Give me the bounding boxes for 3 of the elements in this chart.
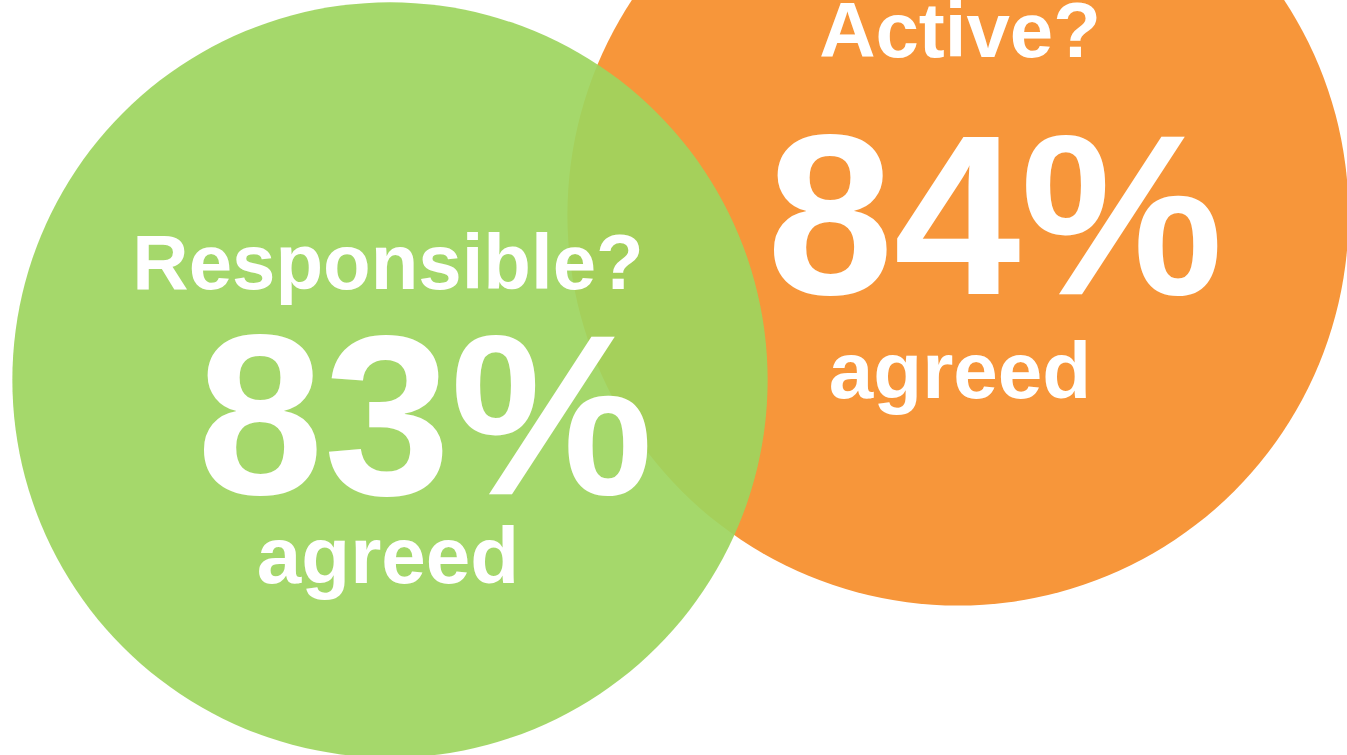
category-label: Active? xyxy=(819,0,1101,74)
text: agreed xyxy=(256,510,520,600)
text: agreed xyxy=(828,325,1092,415)
